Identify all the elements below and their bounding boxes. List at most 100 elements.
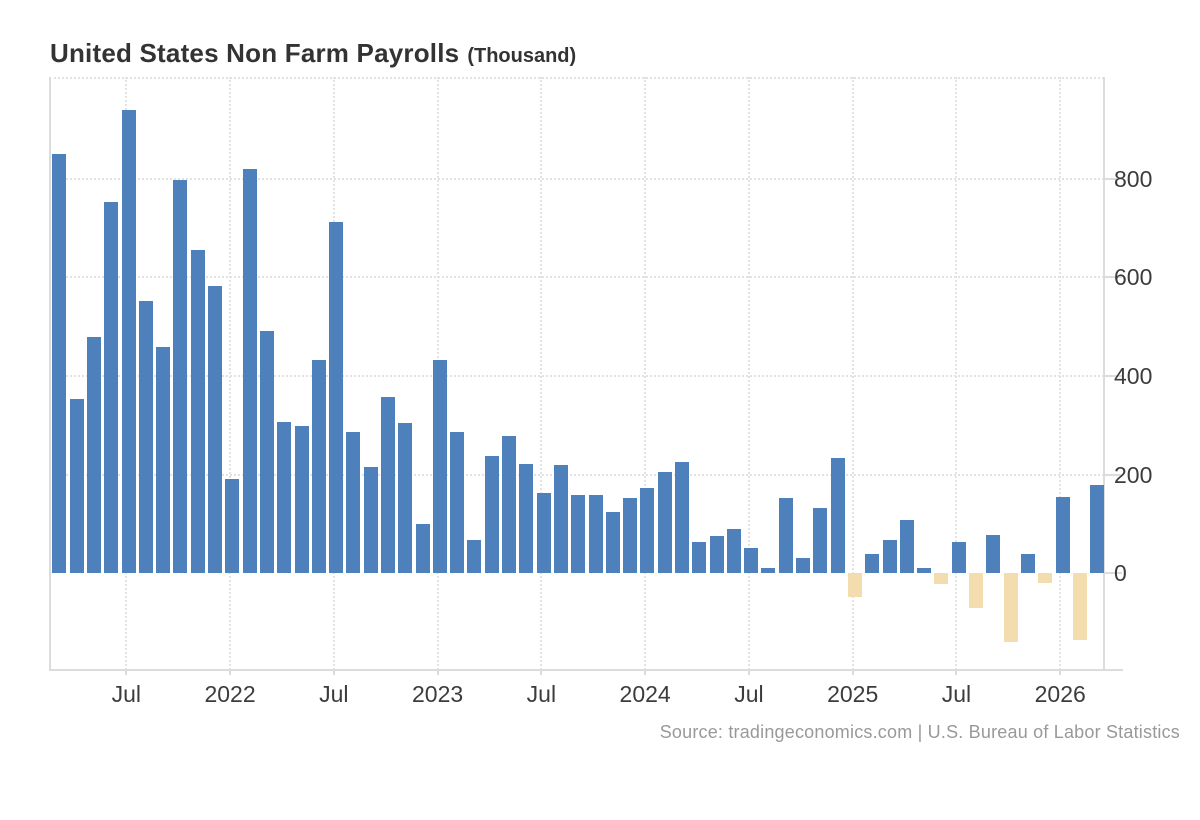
x-tick-mark (125, 670, 128, 675)
bar-nov-2023 (605, 511, 620, 574)
y-tick-mark (1104, 572, 1122, 575)
bar-jan-2026 (1055, 496, 1070, 574)
bar-sep-2024 (778, 497, 793, 574)
bar-apr-2021 (69, 399, 84, 574)
bar-dec-2022 (415, 524, 430, 574)
bar-mar-2022 (259, 331, 274, 574)
chart-title: United States Non Farm Payrolls (Thousan… (50, 38, 576, 69)
y-tick-label-600: 600 (1114, 264, 1153, 291)
bar-sep-2021 (156, 346, 171, 574)
x-tick-label-2025: 2025 (827, 681, 879, 707)
bar-mar-2026 (1090, 484, 1105, 574)
bar-aug-2025 (969, 573, 984, 608)
gridline-vertical-2026 (1059, 77, 1062, 670)
bar-feb-2024 (657, 472, 672, 574)
bar-nov-2021 (190, 249, 205, 574)
bar-may-2022 (294, 426, 309, 574)
bar-mar-2023 (467, 539, 482, 574)
bar-nov-2024 (813, 508, 828, 574)
bar-nov-2022 (398, 423, 413, 574)
x-tick-label-jul: Jul (526, 681, 557, 707)
bar-dec-2023 (623, 498, 638, 574)
bar-jan-2022 (225, 479, 240, 574)
x-tick-label-2026: 2026 (1034, 681, 1086, 707)
bar-jul-2021 (121, 110, 136, 574)
bar-dec-2021 (208, 285, 223, 574)
bar-jan-2023 (432, 360, 447, 574)
gridline-horizontal-800 (49, 177, 1104, 180)
bar-feb-2022 (242, 169, 257, 574)
bar-oct-2023 (588, 494, 603, 574)
y-tick-mark (1104, 276, 1122, 279)
bar-jun-2024 (726, 529, 741, 574)
bar-jun-2025 (934, 573, 949, 585)
gridline-horizontal-400 (49, 374, 1104, 377)
bar-aug-2023 (553, 465, 568, 574)
bar-nov-2025 (1020, 554, 1035, 574)
bar-apr-2022 (277, 421, 292, 574)
bar-sep-2023 (571, 494, 586, 574)
x-tick-mark (436, 670, 439, 675)
x-tick-label-jul: Jul (319, 681, 349, 707)
bar-apr-2025 (899, 519, 914, 574)
gridline-vertical-2024 (644, 77, 647, 670)
y-tick-label-0: 0 (1114, 560, 1127, 587)
bar-mar-2021 (52, 153, 67, 574)
bar-jun-2022 (311, 360, 326, 574)
gridline-vertical-jul (540, 77, 543, 670)
bar-jun-2021 (104, 201, 119, 574)
bar-oct-2021 (173, 179, 188, 574)
x-tick-mark (851, 670, 854, 675)
gridline-horizontal-600 (49, 276, 1104, 279)
y-axis: 0 200 400 600 800 (1114, 77, 1200, 670)
y-axis-line-right (1103, 77, 1105, 670)
y-tick-mark (1104, 374, 1122, 377)
x-tick-label-2023: 2023 (412, 681, 464, 707)
x-tick-label-jul: Jul (941, 681, 972, 707)
x-tick-mark (1059, 670, 1062, 675)
y-tick-mark (1104, 473, 1122, 476)
x-tick-label-2022: 2022 (204, 681, 256, 707)
bar-feb-2025 (865, 554, 880, 574)
bar-apr-2023 (484, 455, 499, 574)
bar-jan-2025 (847, 573, 862, 597)
bar-oct-2025 (1003, 573, 1018, 642)
plot-area (49, 77, 1123, 675)
y-tick-label-200: 200 (1114, 461, 1153, 488)
y-tick-label-400: 400 (1114, 362, 1153, 389)
bar-mar-2025 (882, 539, 897, 574)
x-tick-mark (955, 670, 958, 675)
x-tick-mark (540, 670, 543, 675)
bar-feb-2026 (1072, 573, 1087, 640)
bar-may-2024 (709, 535, 724, 574)
bar-feb-2023 (450, 431, 465, 574)
x-tick-mark (332, 670, 335, 675)
gridline-vertical-2022 (229, 77, 232, 670)
x-tick-label-jul: Jul (111, 681, 141, 707)
bar-jan-2024 (640, 487, 655, 574)
bar-sep-2025 (986, 535, 1001, 574)
bar-aug-2021 (138, 301, 153, 574)
x-axis-line (49, 669, 1123, 671)
bar-dec-2024 (830, 458, 845, 574)
bar-may-2023 (502, 436, 517, 574)
x-tick-label-jul: Jul (734, 681, 764, 707)
bar-sep-2022 (363, 466, 378, 574)
bar-may-2025 (917, 568, 932, 574)
x-tick-label-2024: 2024 (619, 681, 671, 707)
x-axis: Jul 2022 Jul 2023 Jul 2024 Jul 2025 Jul 2026 (49, 681, 1122, 709)
gridline-vertical-jul (955, 77, 958, 670)
bar-jun-2023 (519, 463, 534, 574)
x-tick-mark (229, 670, 232, 675)
bar-apr-2024 (692, 541, 707, 574)
x-tick-mark (747, 670, 750, 675)
bar-jul-2025 (951, 542, 966, 574)
bar-jul-2024 (744, 547, 759, 574)
bar-oct-2022 (381, 397, 395, 574)
bar-jul-2022 (329, 221, 344, 574)
gridline-horizontal-200 (49, 473, 1104, 476)
bar-oct-2024 (796, 557, 811, 574)
x-tick-mark (644, 670, 647, 675)
bar-dec-2025 (1038, 573, 1053, 583)
